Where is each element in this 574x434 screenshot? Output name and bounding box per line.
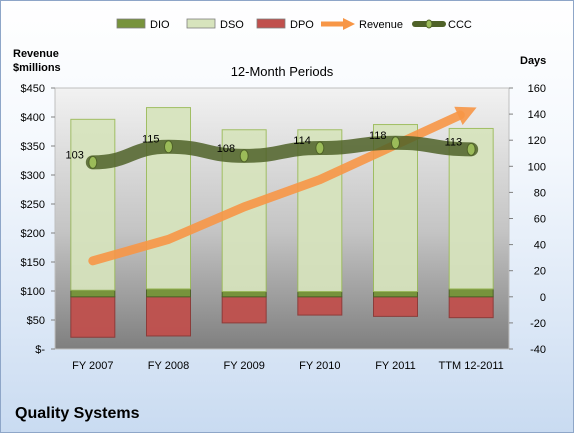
ccc-point-fy-2011 [391, 136, 400, 150]
revenue-arrow-head [454, 106, 477, 125]
legend-label-dpo: DPO [290, 19, 314, 31]
category-label-fy-2008: FY 2008 [148, 360, 189, 372]
legend-item-dpo: DPO [256, 18, 314, 31]
right-tick-label: 140 [528, 109, 546, 121]
right-axis-label: Days [520, 55, 546, 67]
left-axis-label-line1: Revenue [13, 48, 59, 60]
bar-dso-fy-2010 [297, 129, 343, 293]
ccc-point-fy-2007 [88, 155, 98, 169]
category-label-fy-2009: FY 2009 [223, 360, 264, 372]
bar-dio-ttm-12-2011 [448, 288, 494, 298]
legend-swatch-dso [186, 18, 216, 29]
legend-swatch-ccc-dot [425, 19, 433, 29]
ccc-label-fy-2008: 115 [142, 134, 160, 146]
right-tick-label: -20 [530, 318, 546, 330]
bar-dio-fy-2008 [146, 288, 191, 298]
right-tick-label: -40 [530, 344, 546, 356]
ccc-label-fy-2009: 108 [217, 143, 235, 155]
bar-dpo-fy-2011 [373, 296, 418, 317]
right-tick-label: 160 [528, 83, 546, 95]
category-label-ttm-12-2011: TTM 12-2011 [439, 360, 504, 372]
ccc-point-fy-2009 [239, 149, 249, 163]
left-tick-label: $350 [21, 141, 45, 153]
legend-swatch-dpo [256, 18, 286, 29]
legend-label-ccc: CCC [448, 19, 472, 31]
ccc-point-ttm-12-2011 [466, 142, 476, 156]
left-axis-label-line2: $millions [13, 62, 61, 74]
legend-label-dio: DIO [150, 19, 170, 31]
category-label-fy-2010: FY 2010 [299, 360, 340, 372]
legend-item-dio: DIO [116, 18, 170, 31]
right-tick-label: 80 [534, 187, 546, 199]
left-tick-label: $50 [27, 315, 45, 327]
chart-title: 12-Month Periods [231, 64, 334, 79]
legend-item-revenue: Revenue [321, 18, 403, 31]
legend-label-revenue: Revenue [359, 19, 403, 31]
left-tick-label: $250 [21, 199, 45, 211]
left-tick-label: $- [35, 344, 45, 356]
category-label-fy-2007: FY 2007 [72, 360, 113, 372]
bar-dio-fy-2011 [373, 291, 418, 298]
legend-swatch-revenue-head [343, 18, 355, 30]
left-tick-label: $450 [21, 83, 45, 95]
right-tick-label: 100 [528, 161, 546, 173]
right-tick-label: 40 [534, 240, 546, 252]
ccc-point-fy-2008 [164, 140, 173, 154]
right-tick-label: 60 [534, 214, 546, 226]
left-tick-label: $300 [21, 170, 45, 182]
bar-dio-fy-2009 [221, 291, 267, 298]
company-name: Quality Systems [15, 405, 140, 422]
ccc-label-fy-2007: 103 [65, 149, 83, 161]
right-tick-label: 20 [534, 266, 546, 278]
legend-label-dso: DSO [220, 19, 244, 31]
bar-dpo-fy-2007 [70, 296, 116, 338]
left-tick-label: $150 [21, 257, 45, 269]
category-label-fy-2011: FY 2011 [375, 360, 416, 372]
bar-dpo-fy-2008 [146, 296, 191, 337]
bar-dpo-fy-2010 [297, 296, 343, 316]
ccc-line [85, 135, 479, 170]
ccc-label-fy-2011: 118 [369, 130, 387, 142]
ccc-label-ttm-12-2011: 113 [445, 136, 463, 148]
right-tick-label: 0 [540, 292, 546, 304]
legend-item-ccc: CCC [412, 19, 472, 31]
ccc-label-fy-2010: 114 [293, 135, 311, 147]
ccc-point-fy-2010 [315, 141, 325, 155]
bar-dio-fy-2010 [297, 291, 343, 298]
left-tick-label: $400 [21, 112, 45, 124]
bar-dio-fy-2007 [70, 289, 116, 298]
left-tick-label: $100 [21, 286, 45, 298]
right-tick-label: 120 [528, 135, 546, 147]
legend-swatch-dio [116, 18, 146, 29]
legend-item-dso: DSO [186, 18, 244, 31]
left-tick-label: $200 [21, 228, 45, 240]
bar-dso-fy-2008 [146, 107, 191, 290]
bar-dpo-fy-2009 [221, 296, 267, 324]
bar-dpo-ttm-12-2011 [448, 296, 494, 319]
